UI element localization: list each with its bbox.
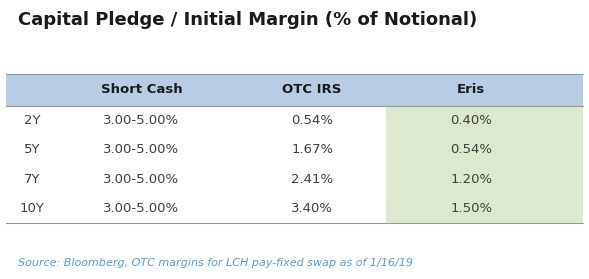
Text: Eris: Eris (457, 83, 485, 97)
Text: 3.40%: 3.40% (291, 202, 333, 215)
Text: 10Y: 10Y (20, 202, 45, 215)
Text: 0.54%: 0.54% (291, 114, 333, 127)
Text: 0.54%: 0.54% (450, 143, 492, 157)
Text: 1.20%: 1.20% (450, 173, 492, 186)
Text: 3.00-5.00%: 3.00-5.00% (103, 173, 180, 186)
Bar (6, 74, 583, 106)
Text: 3.00-5.00%: 3.00-5.00% (103, 202, 180, 215)
Text: 1.50%: 1.50% (450, 202, 492, 215)
Text: 5Y: 5Y (24, 143, 41, 157)
Text: 2.41%: 2.41% (291, 173, 333, 186)
Text: 2Y: 2Y (24, 114, 41, 127)
Text: 0.40%: 0.40% (450, 114, 492, 127)
Text: OTC IRS: OTC IRS (283, 83, 342, 97)
Bar (386, 106, 583, 223)
Text: Short Cash: Short Cash (101, 83, 182, 97)
Text: 3.00-5.00%: 3.00-5.00% (103, 143, 180, 157)
Text: 7Y: 7Y (24, 173, 41, 186)
Text: Source: Bloomberg, OTC margins for LCH pay-fixed swap as of 1/16/19: Source: Bloomberg, OTC margins for LCH p… (18, 258, 413, 268)
Text: Capital Pledge / Initial Margin (% of Notional): Capital Pledge / Initial Margin (% of No… (18, 11, 477, 29)
Text: 1.67%: 1.67% (291, 143, 333, 157)
Text: 3.00-5.00%: 3.00-5.00% (103, 114, 180, 127)
